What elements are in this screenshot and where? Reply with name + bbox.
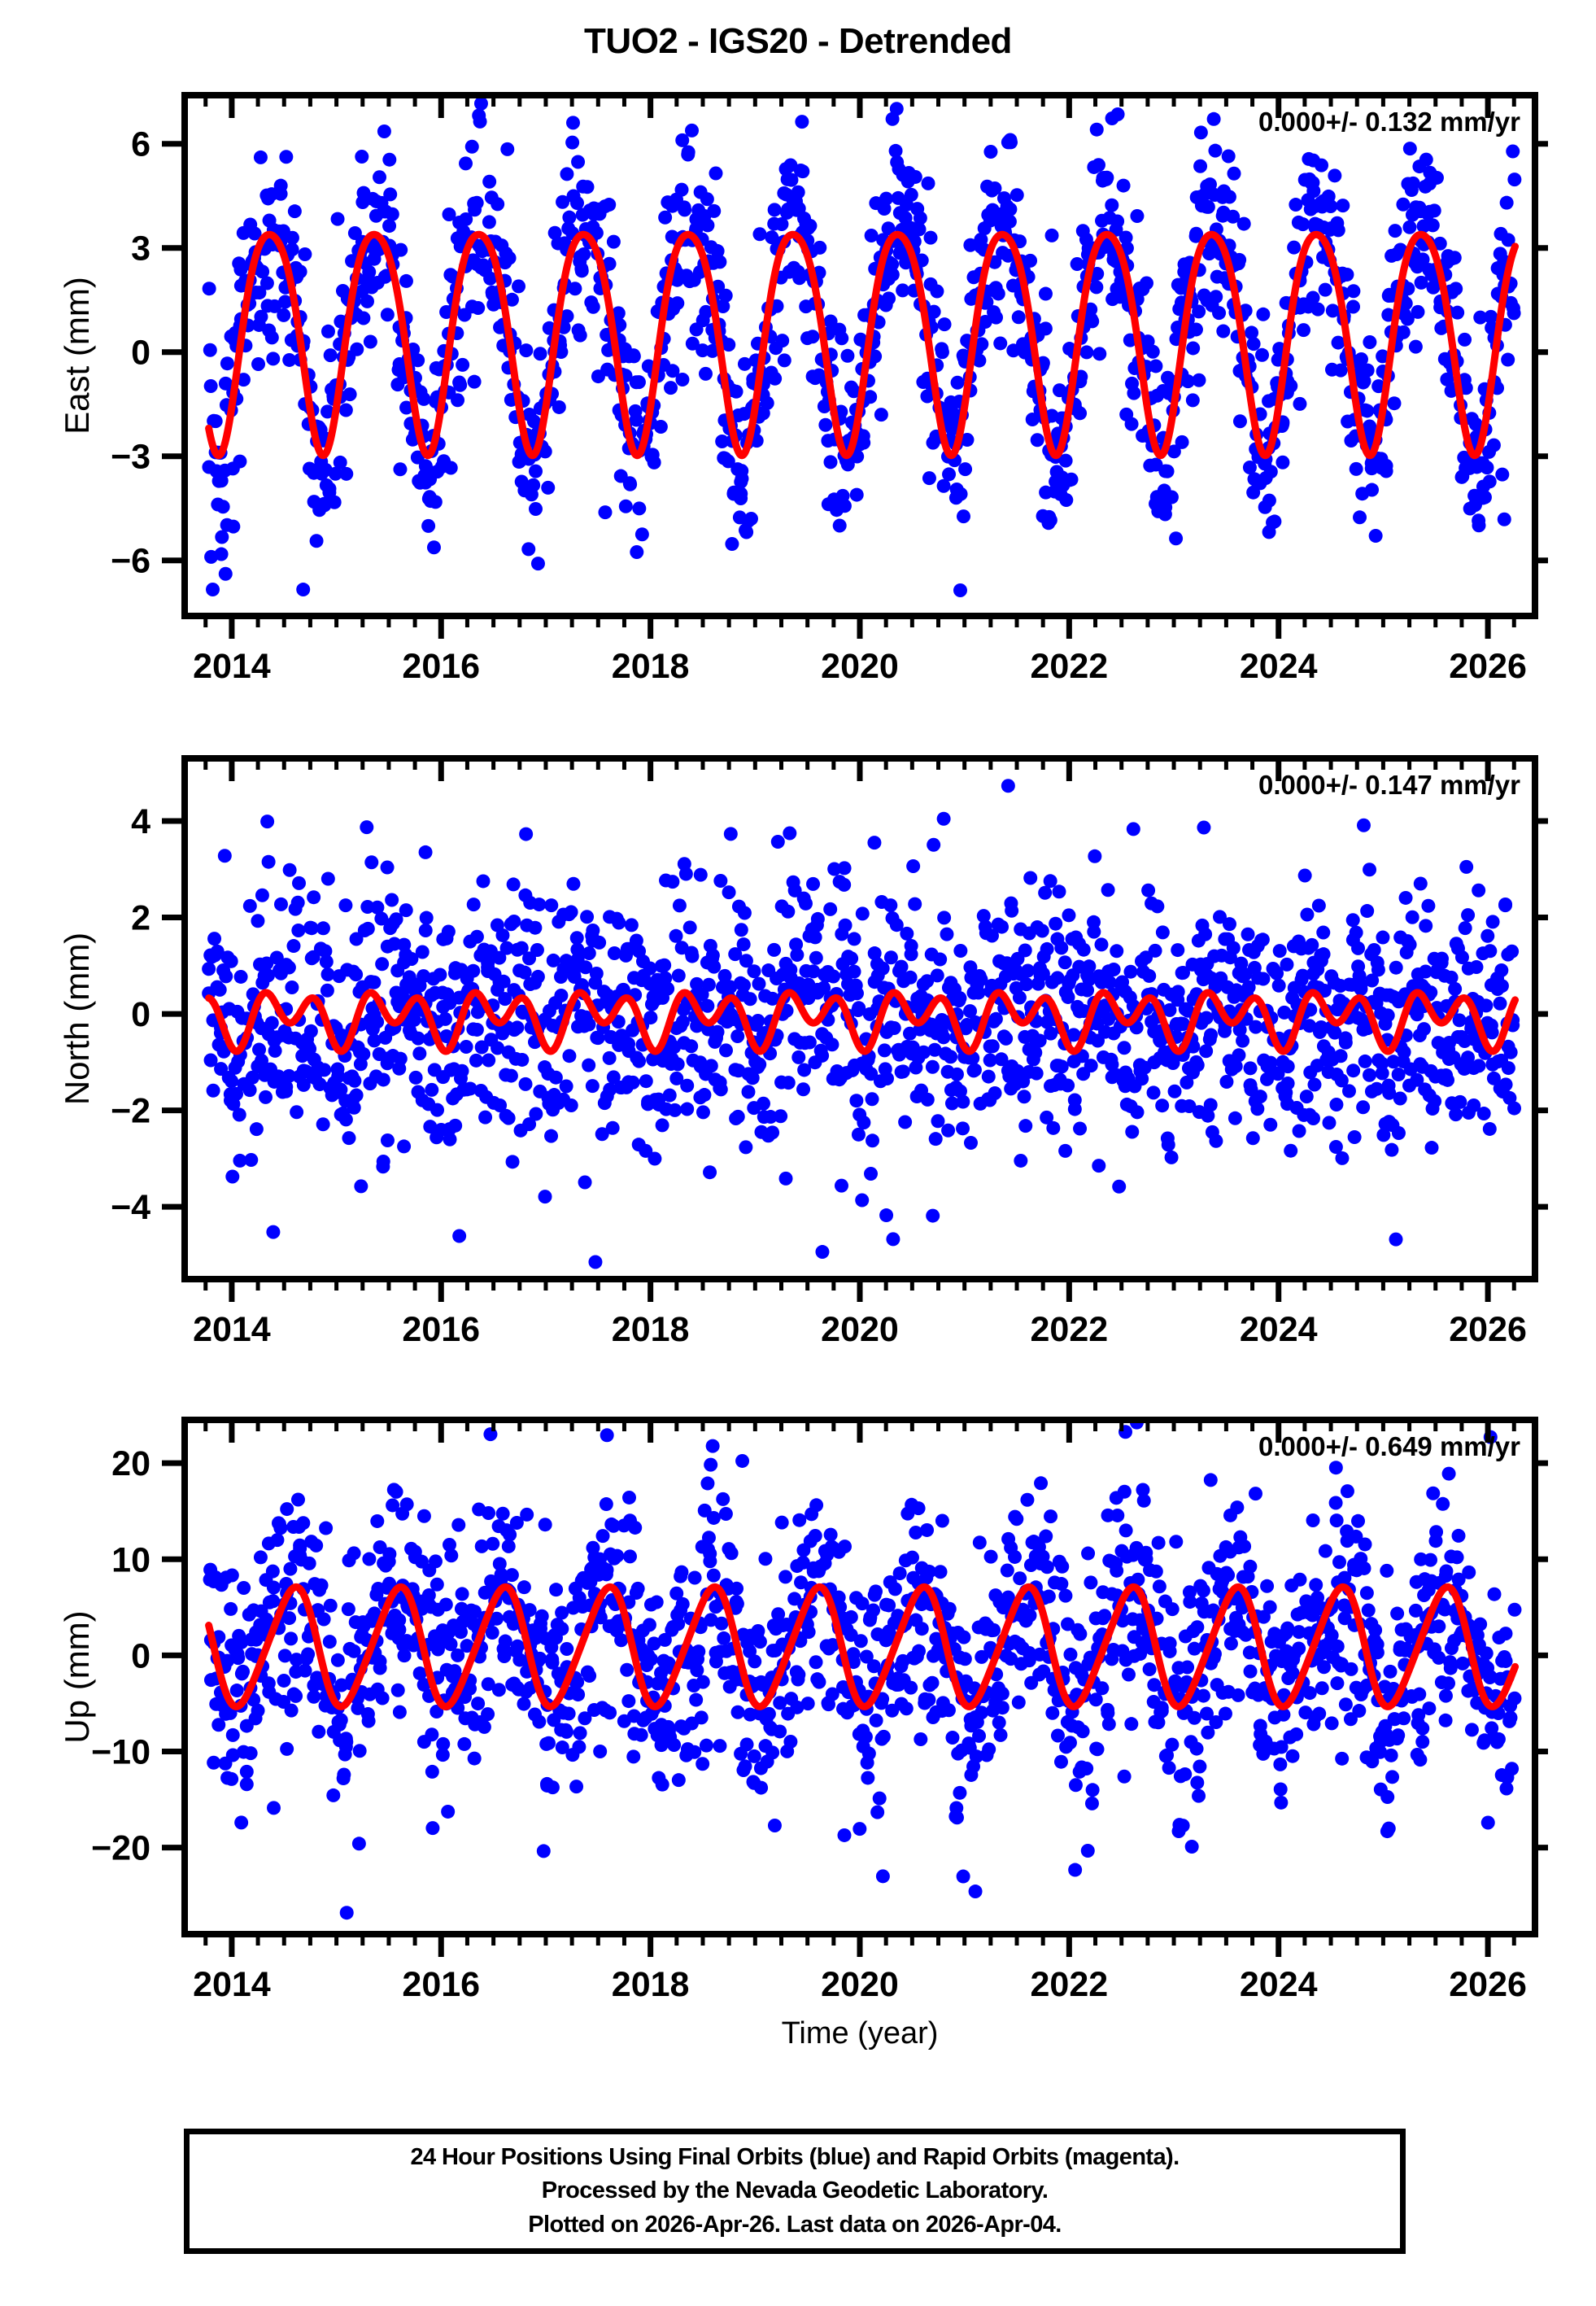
x-tick-label: 2016 [402, 647, 480, 686]
y-tick-label: −10 [91, 1733, 150, 1772]
y-tick-label: 10 [111, 1540, 150, 1579]
y-tick-label: 4 [131, 802, 150, 841]
data-layer [203, 1420, 1522, 1920]
y-tick-label: −3 [111, 438, 150, 477]
caption-line-1: 24 Hour Positions Using Final Orbits (bl… [410, 2144, 1180, 2171]
y-tick-label: 3 [131, 229, 150, 269]
x-tick-label: 2014 [193, 1310, 271, 1349]
y-tick-label: 0 [131, 995, 150, 1034]
x-tick-label: 2024 [1240, 1310, 1318, 1349]
x-tick-label: 2018 [612, 647, 690, 686]
y-axis-label-up: Up (mm) [58, 1610, 96, 1743]
x-tick-label: 2026 [1449, 647, 1527, 686]
rate-annotation-north: 0.000+/- 0.147 mm/yr [1258, 770, 1520, 800]
rate-annotation-up: 0.000+/- 0.649 mm/yr [1258, 1431, 1520, 1461]
y-axis-label-north: North (mm) [58, 932, 96, 1105]
x-tick-label: 2020 [821, 1310, 899, 1349]
x-tick-label: 2022 [1031, 1965, 1109, 2004]
panel-up: 2014 2016 2018 2020 2022 2024 2026 −20 −10 0 10 20 0… [55, 1412, 1548, 2012]
axis-ticks: 2014 2016 2018 2020 2022 2024 2026 −20 −10 0 10 20 [91, 1420, 1548, 2004]
x-tick-label: 2020 [821, 647, 899, 686]
caption-box: 24 Hour Positions Using Final Orbits (bl… [184, 2129, 1406, 2254]
panel-east: 2014 2016 2018 2020 2022 2024 2026 −6 −3 0 3 6 0.000… [55, 87, 1548, 694]
y-tick-label: −6 [111, 542, 150, 581]
data-layer [202, 779, 1522, 1269]
y-tick-label: 6 [131, 125, 150, 164]
caption-line-2: Processed by the Nevada Geodetic Laborat… [541, 2177, 1049, 2204]
x-tick-label: 2018 [612, 1310, 690, 1349]
x-tick-label: 2016 [402, 1965, 480, 2004]
y-tick-label: −20 [91, 1829, 150, 1868]
y-axis-label-east: East (mm) [58, 277, 96, 435]
y-tick-label: 0 [131, 334, 150, 373]
panel-north: 2014 2016 2018 2020 2022 2024 2026 −4 −2 0 2 4 0.000… [55, 750, 1548, 1357]
x-tick-label: 2022 [1031, 1310, 1109, 1349]
x-tick-label: 2018 [612, 1965, 690, 2004]
plot-north: 2014 2016 2018 2020 2022 2024 2026 −4 −2 0 2 4 0.000… [58, 755, 1548, 1349]
x-axis-label: Time (year) [781, 2016, 939, 2051]
x-tick-label: 2014 [193, 1965, 271, 2004]
page-title: TUO2 - IGS20 - Detrended [584, 21, 1012, 61]
x-tick-label: 2026 [1449, 1310, 1527, 1349]
rate-annotation-east: 0.000+/- 0.132 mm/yr [1258, 107, 1520, 137]
caption-line-3: Plotted on 2026-Apr-26. Last data on 202… [528, 2211, 1062, 2238]
plot-east: 2014 2016 2018 2020 2022 2024 2026 −6 −3 0 3 6 0.000… [58, 92, 1548, 686]
y-tick-label: −2 [111, 1092, 150, 1131]
seasonal-fit-line [205, 230, 1520, 460]
axis-ticks: 2014 2016 2018 2020 2022 2024 2026 −6 −3 0 3 6 [111, 95, 1548, 686]
x-tick-label: 2020 [821, 1965, 899, 2004]
y-tick-label: 0 [131, 1636, 150, 1675]
x-tick-label: 2022 [1031, 647, 1109, 686]
seasonal-fit-line [205, 1583, 1520, 1710]
y-tick-label: 2 [131, 899, 150, 938]
x-tick-label: 2024 [1240, 1965, 1318, 2004]
x-tick-label: 2026 [1449, 1965, 1527, 2004]
x-tick-label: 2016 [402, 1310, 480, 1349]
axis-ticks: 2014 2016 2018 2020 2022 2024 2026 −4 −2 0 2 4 [111, 758, 1548, 1349]
plot-up: 2014 2016 2018 2020 2022 2024 2026 −20 −10 0 10 20 0… [58, 1417, 1548, 2004]
data-layer [202, 96, 1522, 597]
seasonal-fit-line [205, 989, 1520, 1055]
x-tick-label: 2014 [193, 647, 271, 686]
x-tick-label: 2024 [1240, 647, 1318, 686]
y-tick-label: −4 [111, 1188, 150, 1227]
y-tick-label: 20 [111, 1444, 150, 1483]
